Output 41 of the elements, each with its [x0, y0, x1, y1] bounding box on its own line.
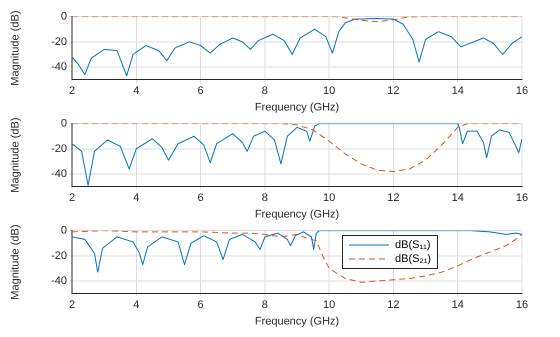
x-tick-label: 16 — [516, 192, 528, 204]
y-tick-label: 0 — [60, 118, 67, 130]
x-tick-label: 8 — [262, 192, 268, 204]
x-tick-label: 6 — [198, 192, 204, 204]
x-tick-label: 12 — [387, 299, 400, 312]
x-tick-label: 2 — [68, 299, 76, 312]
x-tick-label: 16 — [516, 85, 528, 98]
x-tick-label: 16 — [516, 299, 528, 312]
y-tick-label: -40 — [51, 275, 67, 288]
y-tick-label: -20 — [51, 250, 67, 262]
x-tick-label: 12 — [387, 85, 400, 98]
legend-label: dB(S₂₁) — [395, 252, 432, 266]
x-tick-label: 6 — [198, 85, 204, 98]
y-axis-title: Magnitude (dB) — [10, 117, 22, 193]
x-axis-title: Frequency (GHz) — [254, 208, 340, 220]
x-tick-label: 2 — [68, 192, 76, 204]
x-axis-title: Frequency (GHz) — [254, 315, 340, 328]
y-tick-label: -40 — [51, 61, 67, 74]
x-tick-label: 4 — [133, 192, 140, 204]
x-tick-label: 4 — [133, 299, 140, 312]
x-tick-label: 10 — [323, 192, 336, 204]
x-axis-title: Frequency (GHz) — [254, 101, 340, 114]
legend-label: dB(S₁₁) — [395, 238, 431, 252]
x-tick-label: 8 — [262, 299, 268, 312]
x-tick-label: 10 — [323, 85, 336, 98]
x-tick-label: 6 — [198, 299, 204, 312]
x-tick-label: 8 — [262, 85, 268, 98]
x-tick-label: 14 — [452, 192, 464, 204]
x-tick-label: 14 — [452, 299, 464, 312]
y-tick-label: -40 — [51, 168, 67, 180]
y-tick-label: 0 — [60, 224, 67, 237]
x-tick-label: 14 — [452, 85, 464, 98]
y-axis-title: Magnitude (dB) — [10, 10, 22, 86]
y-tick-label: -20 — [51, 36, 67, 48]
x-tick-label: 12 — [387, 192, 400, 204]
x-tick-label: 10 — [323, 299, 336, 312]
x-tick-label: 4 — [133, 85, 140, 98]
y-axis-title: Magnitude (dB) — [10, 224, 22, 300]
y-tick-label: -20 — [51, 142, 67, 155]
x-tick-label: 2 — [68, 85, 76, 98]
y-tick-label: 0 — [60, 10, 67, 23]
